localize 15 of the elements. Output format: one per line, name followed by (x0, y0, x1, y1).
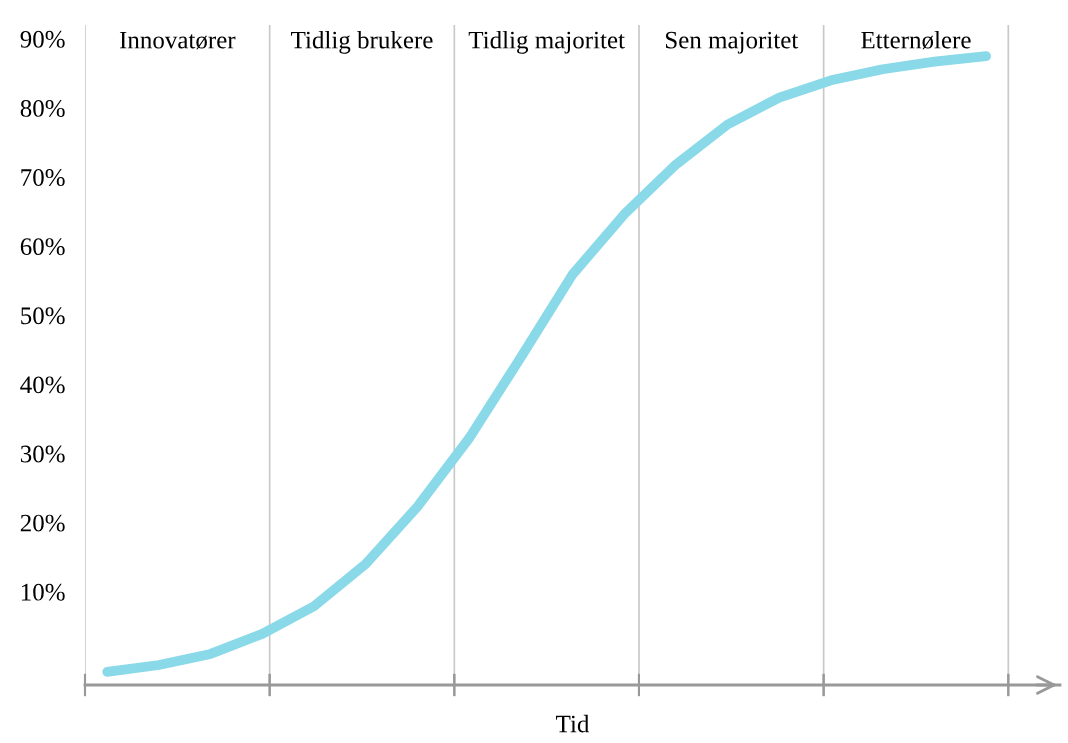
y-tick-label: 50% (21, 307, 65, 325)
annotation: Innovatører (119, 31, 236, 50)
annotation: Tidlig brukere (291, 30, 433, 54)
x-axis-title: Tid (556, 714, 590, 733)
y-tick-label: 70% (21, 169, 65, 187)
annotation: Sen majoritet (665, 31, 799, 54)
y-tick-label: 40% (20, 376, 65, 394)
y-tick-label: 90% (20, 30, 65, 48)
y-tick-label: 10% (21, 583, 65, 601)
annotation: Tidlig majoritet (468, 30, 625, 54)
annotation: Etternølere (861, 30, 971, 50)
y-tick-label: 30% (20, 445, 65, 463)
y-tick-label: 60% (20, 238, 65, 256)
y-tick-label: 20% (20, 514, 65, 532)
y-tick-label: 80% (20, 99, 65, 117)
